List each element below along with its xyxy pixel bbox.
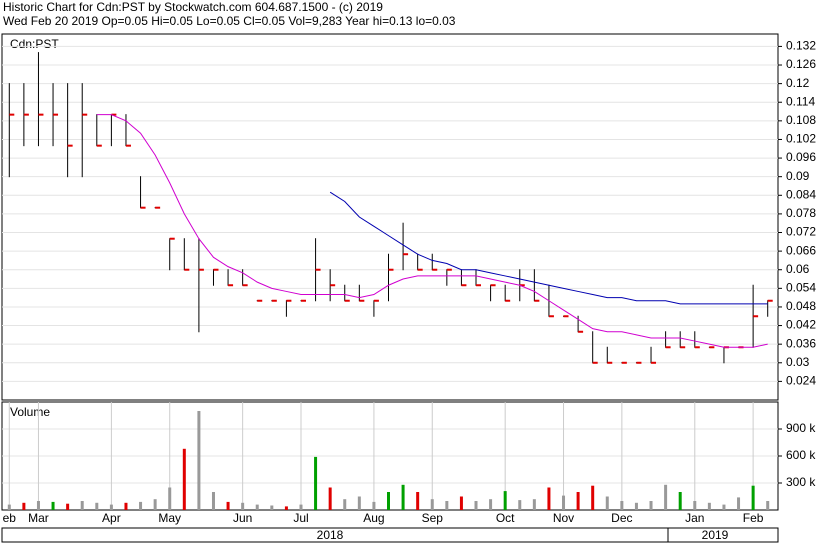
volume-bar (51, 501, 55, 510)
volume-bar (66, 503, 70, 510)
volume-bar (299, 504, 303, 510)
volume-bar (678, 492, 682, 510)
volume-bar (139, 501, 143, 510)
volume-bar (489, 499, 493, 510)
volume-bar (182, 448, 186, 510)
volume-bar (766, 501, 770, 510)
header-title: Historic Chart for Cdn:PST by Stockwatch… (3, 0, 383, 14)
volume-bar (605, 496, 609, 510)
x-tick-label: eb (3, 511, 17, 525)
y-tick-label: 0.066 (786, 243, 816, 257)
volume-bar (124, 502, 128, 510)
volume-bar (722, 504, 726, 510)
volume-bar (707, 502, 711, 510)
y-tick-label: 0.096 (786, 150, 816, 164)
y-tick-label: 0.114 (786, 94, 815, 108)
volume-bar (226, 501, 230, 510)
y-tick-label: 0.12 (786, 76, 810, 90)
x-tick-label: Mar (28, 511, 49, 525)
header-status: Wed Feb 20 2019 Op=0.05 Hi=0.05 Lo=0.05 … (3, 14, 456, 28)
y-tick-label: 0.03 (786, 355, 810, 369)
y-tick-label: 0.078 (786, 206, 816, 220)
volume-bar (620, 501, 624, 510)
volume-bar (634, 502, 638, 510)
volume-bar (503, 491, 507, 510)
y-tick-label: 0.024 (786, 374, 816, 388)
volume-bar (693, 501, 697, 510)
volume-bar (357, 496, 361, 510)
volume-bar (664, 484, 668, 510)
y-tick-label: 0.108 (786, 113, 816, 127)
moving-average-line (329, 191, 768, 305)
x-tick-label: Aug (363, 511, 384, 525)
y-tick-label: 0.036 (786, 336, 816, 350)
y-tick-label: 0.132 (786, 39, 816, 53)
y-tick-label: 0.102 (786, 132, 816, 146)
volume-bar (211, 492, 215, 510)
volume-bar (474, 501, 478, 510)
volume-bar (36, 501, 40, 510)
volume-bar (459, 496, 463, 510)
x-tick-label: Sep (422, 511, 444, 525)
volume-bar (328, 487, 332, 510)
volume-title: Volume (10, 405, 50, 419)
volume-bar (270, 505, 274, 510)
y-tick-label: 0.06 (786, 262, 810, 276)
volume-bar (314, 456, 318, 510)
y-tick-label: 0.042 (786, 318, 816, 332)
volume-bar (416, 492, 420, 510)
price-panel (1, 33, 779, 401)
moving-average-line (96, 114, 768, 348)
y-tick-label: 900 k (786, 421, 816, 435)
y-tick-label: 0.048 (786, 299, 816, 313)
volume-bar (22, 502, 26, 510)
x-tick-label: Feb (743, 511, 764, 525)
volume-bar (109, 504, 113, 510)
volume-bar (80, 501, 84, 510)
volume-bar (547, 487, 551, 510)
volume-bar (737, 497, 741, 510)
volume-bar (372, 501, 376, 510)
x-tick-label: Jul (293, 511, 308, 525)
x-tick-label: Jun (233, 511, 252, 525)
year-label: 2019 (702, 528, 729, 542)
volume-bar (562, 495, 566, 510)
volume-bar (445, 501, 449, 510)
volume-bar (95, 502, 99, 510)
y-tick-label: 0.126 (786, 57, 816, 71)
y-tick-label: 0.084 (786, 187, 816, 201)
volume-bar (401, 484, 405, 510)
volume-bar (532, 499, 536, 510)
volume-bar (153, 499, 157, 510)
volume-bar (7, 504, 11, 510)
volume-bar (241, 502, 245, 510)
volume-bar (576, 492, 580, 510)
year-row (1, 527, 779, 543)
y-tick-label: 0.072 (786, 225, 816, 239)
x-tick-label: Dec (611, 511, 632, 525)
price-title: Cdn:PST (10, 37, 59, 51)
volume-bar (387, 492, 390, 510)
volume-bar (284, 506, 288, 510)
y-tick-label: 300 k (786, 475, 816, 489)
volume-bar (343, 499, 347, 510)
volume-bar (751, 485, 755, 510)
volume-bar (649, 501, 653, 510)
y-tick-label: 600 k (786, 448, 816, 462)
x-tick-label: Apr (102, 511, 121, 525)
volume-bar (197, 411, 201, 510)
volume-bar (591, 485, 595, 510)
x-tick-label: Oct (496, 511, 515, 525)
x-tick-label: Nov (553, 511, 574, 525)
volume-bar (430, 499, 434, 510)
year-label: 2018 (317, 528, 344, 542)
x-tick-label: Jan (685, 511, 704, 525)
y-tick-label: 0.09 (786, 169, 810, 183)
volume-bar (168, 487, 172, 510)
volume-bar (255, 504, 259, 510)
volume-bar (518, 500, 522, 510)
x-tick-label: May (158, 511, 181, 525)
y-tick-label: 0.054 (786, 281, 816, 295)
